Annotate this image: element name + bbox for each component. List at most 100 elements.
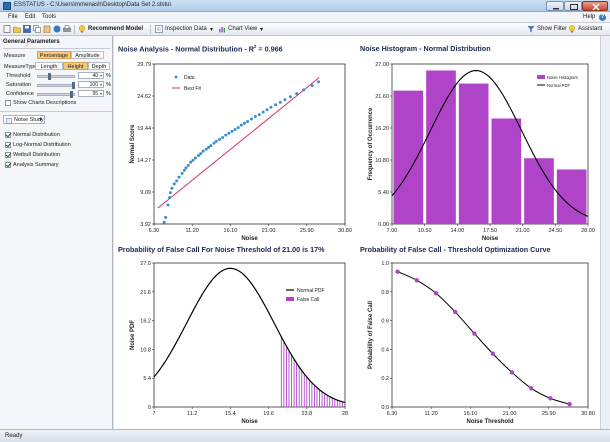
option-checkbox[interactable] bbox=[5, 142, 11, 148]
y-tick-label: 27.00 bbox=[375, 62, 389, 68]
tab-percentage[interactable]: Percentage bbox=[37, 51, 71, 59]
legend-fc-label: False Call bbox=[297, 297, 319, 303]
save-icon[interactable] bbox=[23, 25, 31, 33]
x-tick-label: 16.10 bbox=[464, 411, 478, 417]
confidence-slider-thumb[interactable] bbox=[70, 91, 73, 98]
data-point bbox=[233, 127, 237, 131]
maximize-button[interactable] bbox=[564, 1, 582, 11]
data-point bbox=[209, 144, 213, 148]
x-axis-label: Noise bbox=[241, 236, 258, 242]
confidence-slider[interactable] bbox=[37, 93, 75, 96]
data-point bbox=[180, 171, 184, 175]
data-point bbox=[274, 103, 278, 107]
legend-hist-swatch bbox=[537, 75, 545, 79]
threshold-slider[interactable] bbox=[37, 75, 75, 78]
title-bar: ESSTATUS - C:\Users\mmenash\Desktop\Data… bbox=[0, 0, 610, 12]
assistant-button[interactable]: Assistant bbox=[578, 26, 603, 32]
data-point bbox=[221, 136, 225, 140]
y-tick-label: 0 bbox=[148, 405, 151, 411]
data-point bbox=[230, 129, 234, 133]
saturation-slider-thumb[interactable] bbox=[72, 82, 75, 89]
menu-edit[interactable]: Edit bbox=[25, 14, 36, 20]
depth-label: Depth bbox=[91, 64, 107, 70]
inspection-data-icon bbox=[155, 25, 163, 33]
study-dropdown[interactable]: Noise Study ▾ bbox=[3, 115, 45, 124]
close-button[interactable] bbox=[582, 1, 608, 11]
chevron-down-icon[interactable]: ▾ bbox=[210, 27, 214, 33]
plot-frame bbox=[153, 262, 346, 408]
normal-pdf-curve bbox=[391, 69, 589, 217]
data-point bbox=[302, 88, 306, 92]
toolbar-separator bbox=[150, 25, 151, 34]
data-point bbox=[207, 145, 211, 149]
y-tick-label: 3.92 bbox=[140, 222, 151, 228]
option-checkbox[interactable] bbox=[5, 152, 11, 158]
data-point bbox=[242, 121, 246, 125]
y-tick-label: 16.2 bbox=[140, 319, 151, 325]
saturation-input[interactable]: 100 bbox=[78, 81, 104, 88]
scatter-title-sup: 2 bbox=[253, 44, 257, 49]
menu-tools[interactable]: Tools bbox=[42, 14, 57, 20]
saturation-slider[interactable] bbox=[37, 84, 75, 87]
toolbar: Recommend Model Inspection Data ▾ Chart … bbox=[0, 23, 610, 36]
confidence-input[interactable]: 95 bbox=[78, 90, 104, 97]
data-point bbox=[199, 152, 203, 156]
data-point bbox=[175, 179, 179, 183]
optimization-point bbox=[395, 269, 400, 274]
data-point bbox=[316, 80, 320, 84]
legend-fit-label: Best Fit bbox=[184, 86, 202, 92]
show-filter-button[interactable]: Show Filter bbox=[537, 26, 568, 32]
threshold-input[interactable]: 40 bbox=[78, 72, 104, 79]
chevron-down-icon[interactable]: ▾ bbox=[260, 27, 264, 33]
menu-help[interactable]: Help bbox=[583, 14, 596, 20]
measure-label: Measure bbox=[4, 53, 26, 59]
data-point bbox=[239, 123, 243, 127]
legend-hist-label: Noise Histogram bbox=[547, 75, 578, 80]
best-fit-line bbox=[157, 77, 320, 209]
menu-file[interactable]: File bbox=[8, 14, 18, 20]
data-point bbox=[170, 186, 174, 190]
assistant-icon bbox=[568, 25, 576, 33]
optimization-point bbox=[490, 351, 495, 356]
app-icon bbox=[3, 2, 11, 10]
measure-type-length[interactable]: Length bbox=[35, 62, 63, 70]
recommend-model-button[interactable]: Recommend Model bbox=[88, 26, 144, 32]
print-icon[interactable] bbox=[63, 25, 71, 33]
y-tick-label: 14.27 bbox=[137, 158, 151, 164]
x-tick-label: 7.00 bbox=[387, 228, 398, 234]
show-descriptions-checkbox[interactable] bbox=[5, 100, 11, 106]
data-point bbox=[257, 113, 261, 117]
tab-amplitude[interactable]: Amplitude bbox=[71, 51, 104, 59]
copy-icon[interactable] bbox=[33, 25, 41, 33]
status-bar: Ready bbox=[0, 429, 610, 442]
data-point bbox=[204, 147, 208, 151]
vertical-scrollbar[interactable] bbox=[600, 36, 610, 429]
option-checkbox[interactable] bbox=[5, 162, 11, 168]
scatter-chart-title: Noise Analysis - Normal Distribution - R… bbox=[118, 44, 283, 53]
inspection-data-button[interactable]: Inspection Data bbox=[165, 26, 207, 32]
chart-view-button[interactable]: Chart View bbox=[228, 26, 258, 32]
measure-type-depth[interactable]: Depth bbox=[88, 62, 110, 70]
data-point bbox=[246, 119, 250, 123]
data-point bbox=[288, 95, 292, 99]
divider bbox=[0, 111, 112, 112]
y-tick-label: 9.09 bbox=[140, 190, 151, 196]
data-point bbox=[295, 92, 299, 96]
data-point bbox=[193, 156, 197, 160]
help-icon[interactable] bbox=[53, 25, 61, 33]
open-folder-icon[interactable] bbox=[13, 25, 21, 33]
scatter-title-tail: = 0.966 bbox=[256, 44, 283, 54]
minimize-button[interactable] bbox=[546, 1, 564, 11]
new-file-icon[interactable] bbox=[3, 25, 11, 33]
paste-icon[interactable] bbox=[43, 25, 51, 33]
option-lognormal-label: Log-Normal Distribution bbox=[13, 142, 71, 148]
y-tick-label: 5.4 bbox=[143, 376, 151, 382]
option-checkbox[interactable] bbox=[5, 132, 11, 138]
threshold-slider-thumb[interactable] bbox=[48, 73, 51, 80]
false-call-chart: 7 11.2 15.4 19.6 23.8 28 0 5.4 10.8 16.2 21.6 27.0 N… bbox=[130, 261, 348, 425]
help-icon[interactable]: ? bbox=[599, 14, 606, 21]
y-tick-label: 21.60 bbox=[375, 94, 389, 100]
measure-type-height[interactable]: Height bbox=[63, 62, 88, 70]
option-summary-label: Analysis Summary bbox=[13, 162, 59, 168]
y-tick-label: 10.80 bbox=[375, 158, 389, 164]
